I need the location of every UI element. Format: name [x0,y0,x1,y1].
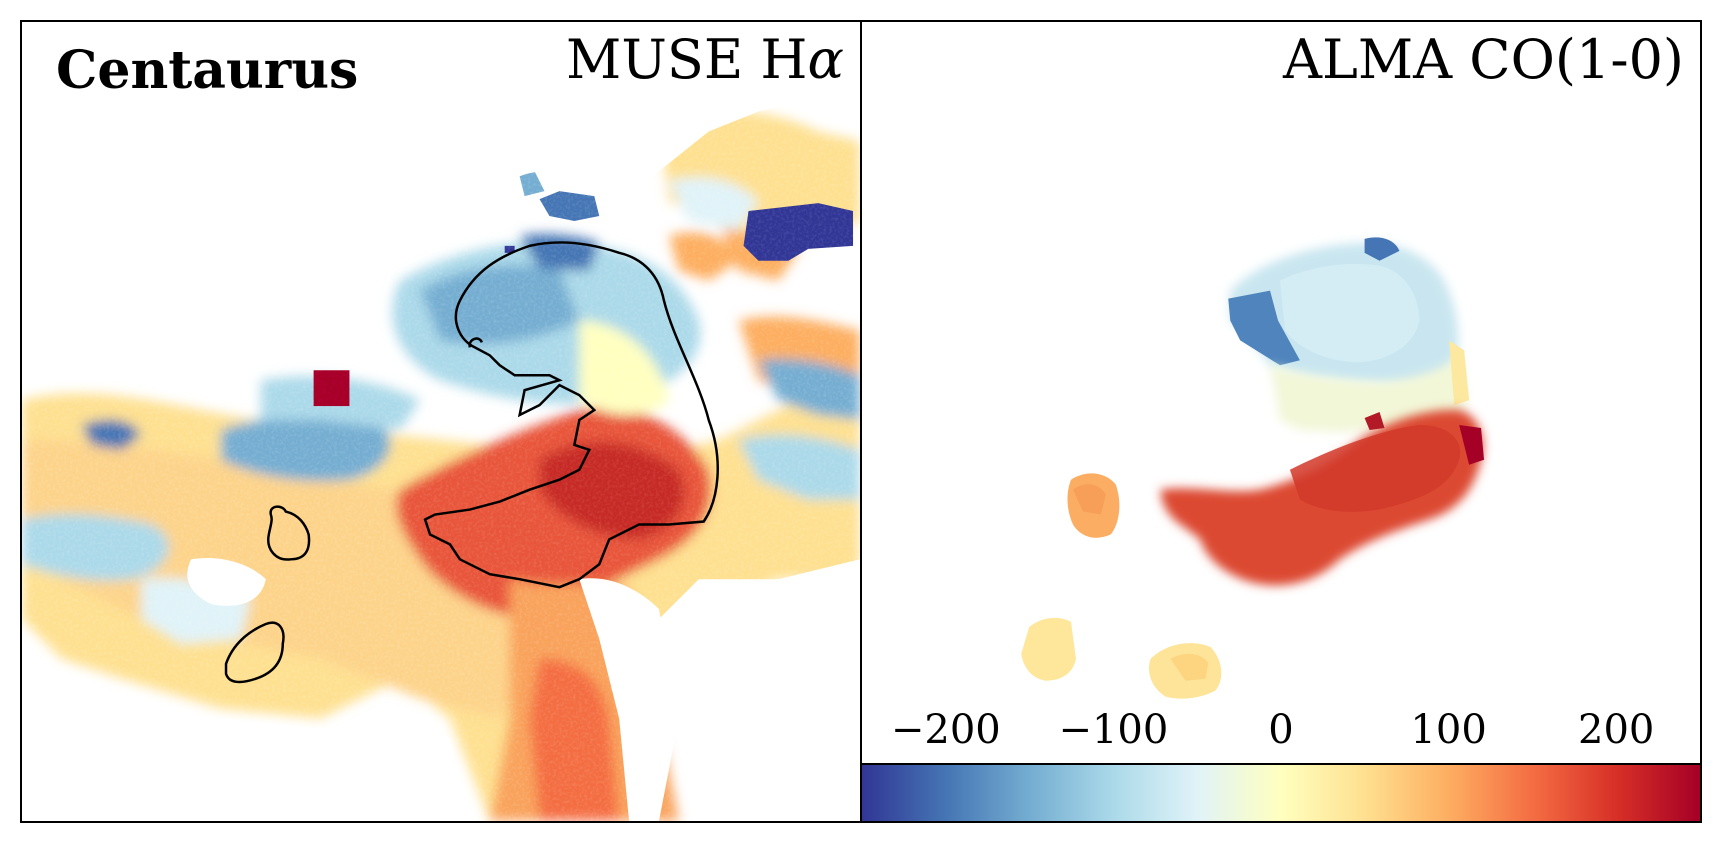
muse-halpha-title: MUSE Hα [566,28,844,91]
alma-co-velocity-map [1021,237,1485,699]
alma-co-title: ALMA CO(1-0) [1283,28,1684,91]
alma-co-panel: ALMA CO(1-0) −200 −100 0 100 200 [860,20,1702,823]
co-emission [1021,237,1485,699]
alpha-symbol: α [807,28,844,91]
muse-halpha-velocity-map [22,22,860,821]
title-prefix: MUSE H [566,28,808,91]
cluster-name-label: Centaurus [56,40,359,101]
co-contours [224,241,719,684]
halpha-masked-gaps [22,22,860,821]
muse-halpha-panel: Centaurus MUSE Hα [20,20,862,823]
